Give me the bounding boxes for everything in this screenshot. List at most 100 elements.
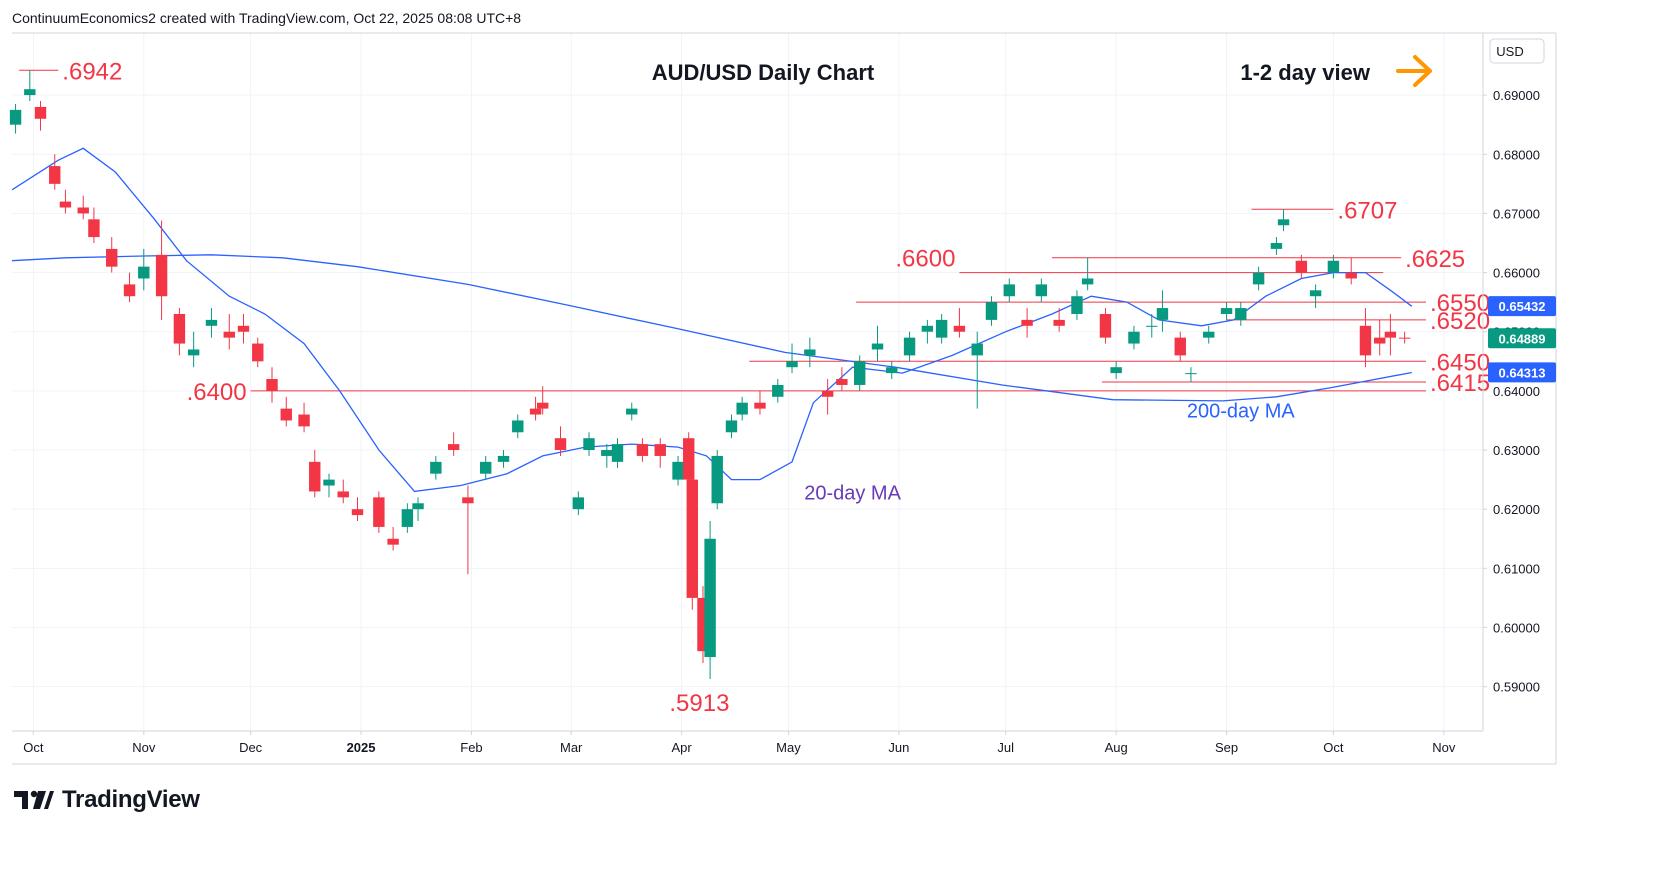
candle-body [1128, 331, 1140, 344]
candle [462, 485, 474, 575]
candle [412, 497, 424, 522]
candle-body [123, 284, 136, 297]
candle-body [1053, 319, 1065, 326]
x-tick-label: May [776, 740, 801, 755]
candle [1384, 313, 1397, 356]
level-label: .6450 [1430, 349, 1490, 376]
candle [497, 450, 510, 468]
candle-body [537, 402, 549, 409]
candle [77, 195, 89, 220]
candle-body [223, 331, 235, 338]
candle-body [611, 444, 624, 462]
chart-title: AUD/USD Daily Chart [652, 60, 875, 85]
candle [373, 491, 385, 533]
currency-box [1489, 38, 1545, 64]
candle [237, 313, 250, 344]
candle [611, 438, 624, 468]
candle [205, 308, 218, 338]
candle [24, 70, 36, 102]
moving-averages [11, 147, 1413, 493]
candle [1021, 308, 1033, 338]
candle-body [373, 497, 385, 527]
y-tick-label: 0.64000 [1493, 384, 1540, 399]
candle-body [1110, 367, 1122, 374]
price-tag [1488, 362, 1556, 383]
candle-body [921, 325, 934, 332]
y-tick-label: 0.66000 [1493, 266, 1540, 281]
axes: USD 0.59000 0.60000 0.61000 0.62000 0.63000 0.… [12, 32, 1557, 765]
candle [252, 337, 264, 368]
candle-body [155, 254, 168, 297]
candle-body [711, 455, 723, 504]
candle [1359, 308, 1372, 368]
candle [88, 207, 100, 243]
candle-body [572, 497, 585, 510]
candle-body [1295, 260, 1308, 273]
candle-body [1220, 308, 1233, 314]
candle-body [985, 302, 998, 320]
candle-body [601, 450, 613, 456]
candle-body [1270, 242, 1283, 249]
candle-body [88, 219, 100, 238]
candle [821, 379, 834, 415]
candle [697, 586, 709, 663]
candle-body [173, 313, 186, 344]
candle [430, 455, 442, 480]
candle [298, 402, 310, 433]
candle [537, 386, 549, 415]
candle-body [1156, 308, 1169, 320]
candle [871, 325, 884, 362]
attribution-text: ContinuumEconomics2 created with Trading… [12, 10, 522, 26]
candle [1270, 237, 1283, 255]
tradingview-logo[interactable]: TradingView [14, 786, 200, 814]
candle [106, 237, 118, 273]
candle [672, 455, 684, 486]
candle [636, 438, 649, 462]
candle [351, 497, 364, 522]
x-tick-label: Nov [132, 740, 156, 755]
candle-body [1309, 290, 1322, 297]
candle-body [24, 89, 36, 96]
candle-body [337, 491, 349, 498]
candle [529, 396, 542, 421]
candle [1146, 313, 1158, 338]
candle [704, 521, 716, 679]
candle [1053, 308, 1065, 332]
candle [401, 503, 414, 533]
level-label: .6550 [1430, 290, 1490, 317]
level-label: .6520 [1430, 308, 1490, 335]
level-label: .6942 [62, 58, 122, 85]
x-tick-label: Oct [1323, 740, 1344, 755]
candles [9, 70, 1411, 679]
candle-body [1185, 373, 1197, 375]
candle-body [237, 325, 250, 332]
candle [626, 402, 638, 421]
candle [1035, 278, 1048, 303]
candle-body [1021, 319, 1033, 326]
candle-body [138, 266, 150, 279]
candle-body [683, 438, 695, 480]
x-tick-label: Aug [1105, 740, 1128, 755]
candle-body [77, 207, 89, 214]
candle-body [252, 343, 264, 362]
candle [1220, 302, 1233, 320]
candle-body [497, 455, 510, 462]
y-tick-label: 0.69000 [1493, 88, 1540, 103]
ma-line-20 [11, 147, 1413, 493]
candle [1174, 331, 1186, 362]
candle-body [266, 379, 278, 391]
candle-body [1235, 308, 1247, 320]
candle-body [1003, 284, 1015, 297]
candle [34, 101, 47, 131]
candle-body [736, 402, 748, 415]
grid-lines [12, 33, 1483, 731]
candle [754, 390, 766, 415]
candle-body [935, 319, 948, 338]
candle [1309, 284, 1322, 309]
candle-body [280, 408, 292, 421]
candle-body [686, 479, 698, 598]
candle [1128, 325, 1140, 350]
level-label: .6415 [1430, 370, 1490, 397]
x-tick-label: Feb [460, 740, 482, 755]
